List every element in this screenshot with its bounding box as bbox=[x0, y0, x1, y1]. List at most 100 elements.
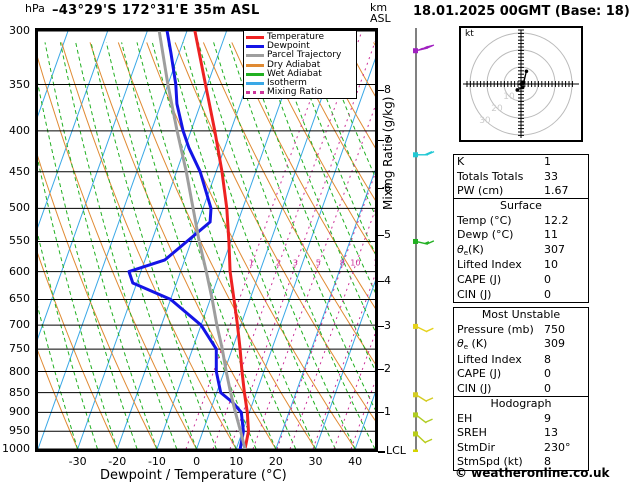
temperature-tick--10: -10 bbox=[147, 455, 166, 468]
surface-key-5: CIN (J) bbox=[457, 287, 492, 301]
wind-barb-430 bbox=[413, 150, 435, 158]
svg-text:15: 15 bbox=[373, 259, 375, 268]
indices-key-1: Totals Totals bbox=[457, 169, 524, 183]
km-tick-4: 4 bbox=[384, 273, 391, 287]
pressure-tick-800: 800 bbox=[9, 364, 30, 378]
km-tickmark-8 bbox=[378, 90, 384, 92]
legend-item-wet-adiabat: Wet Adiabat bbox=[246, 68, 354, 79]
svg-text:3: 3 bbox=[293, 259, 298, 268]
legend-swatch-3 bbox=[246, 63, 264, 67]
hodograph-stats-heading: Hodograph bbox=[490, 397, 552, 410]
hodograph-stats-key-1: SREH bbox=[457, 426, 487, 440]
indices-value-1: 33 bbox=[544, 169, 558, 183]
station-title: –43°29'S 172°31'E 35m ASL bbox=[52, 3, 260, 18]
datetime-header: 18.01.2025 00GMT (Base: 18) bbox=[413, 4, 629, 19]
pressure-tick-700: 700 bbox=[9, 318, 30, 332]
pressure-tick-350: 350 bbox=[9, 77, 30, 91]
surface-key-1: Dewp (°C) bbox=[457, 228, 514, 242]
indices-panel: K 1 Totals Totals 33 PW (cm) 1.67 bbox=[453, 154, 589, 200]
surface-key-4: CAPE (J) bbox=[457, 272, 502, 286]
pressure-tick-900: 900 bbox=[9, 405, 30, 419]
hodograph-stats-row: StmSpd (kt) 8 bbox=[454, 455, 588, 470]
legend-item-isotherm: Isotherm bbox=[246, 79, 354, 88]
most-unstable-value-0: 750 bbox=[544, 322, 565, 336]
legend-swatch-0 bbox=[246, 36, 264, 40]
surface-value-0: 12.2 bbox=[544, 213, 569, 227]
surface-heading: Surface bbox=[500, 199, 542, 212]
svg-text:8: 8 bbox=[340, 259, 345, 268]
temperature-tick--30: -30 bbox=[68, 455, 87, 468]
surface-value-1: 11 bbox=[544, 228, 558, 242]
km-tick-6: 6 bbox=[384, 181, 391, 195]
surface-key-3: Lifted Index bbox=[457, 258, 522, 272]
km-tickmark-5 bbox=[378, 235, 384, 237]
wind-barb-1000 bbox=[413, 449, 418, 452]
km-tick-1: 1 bbox=[384, 405, 391, 419]
wind-barb-950 bbox=[413, 431, 433, 444]
temperature-tick-0: 0 bbox=[193, 455, 201, 468]
km-tickmark-3 bbox=[378, 325, 384, 327]
most-unstable-value-1: 309 bbox=[544, 337, 565, 351]
temperature-tick-10: 10 bbox=[229, 455, 244, 468]
pressure-tick-300: 300 bbox=[9, 24, 30, 37]
most-unstable-value-3: 0 bbox=[544, 367, 551, 381]
height-unit-line2: ASL bbox=[370, 12, 391, 25]
hodograph-stats-panel: Hodograph EH 9 SREH 13 StmDir 230° StmSpd (kt) 8 bbox=[453, 396, 589, 471]
legend-item-mixing-ratio: Mixing Ratio bbox=[246, 88, 354, 97]
legend-label-6: Mixing Ratio bbox=[267, 87, 323, 98]
most-unstable-key-1: θe (K) bbox=[457, 337, 488, 352]
km-tickmark-2 bbox=[378, 369, 384, 371]
legend: Temperature Dewpoint Parcel Trajectory Dry … bbox=[243, 30, 357, 100]
most-unstable-key-0: Pressure (mb) bbox=[457, 322, 534, 336]
legend-swatch-2 bbox=[246, 54, 264, 58]
hodograph-stats-key-2: StmDir bbox=[457, 440, 496, 454]
hodograph-stats-row: StmDir 230° bbox=[454, 441, 588, 456]
svg-text:10: 10 bbox=[503, 92, 515, 102]
km-tick-2: 2 bbox=[384, 362, 391, 376]
surface-value-2: 307 bbox=[544, 242, 565, 256]
wind-barb-320 bbox=[413, 44, 435, 54]
svg-text:5: 5 bbox=[316, 259, 321, 268]
svg-text:1: 1 bbox=[249, 259, 254, 268]
surface-value-5: 0 bbox=[544, 287, 551, 301]
wind-barb-900 bbox=[413, 412, 433, 424]
hodograph-plot[interactable]: kt 10 20 30 bbox=[459, 26, 583, 142]
legend-label-1: Dewpoint bbox=[267, 41, 310, 52]
km-tickmark-1 bbox=[378, 412, 384, 414]
surface-row: Dewp (°C) 11 bbox=[454, 228, 588, 243]
surface-panel: Surface Temp (°C) 12.2 Dewp (°C) 11 θe(K) 307 L… bbox=[453, 198, 589, 304]
surface-row: Temp (°C) 12.2 bbox=[454, 214, 588, 229]
legend-label-2: Parcel Trajectory bbox=[267, 50, 342, 61]
wind-barb-700 bbox=[413, 323, 434, 333]
surface-value-4: 0 bbox=[544, 272, 551, 286]
skewt-canvas: 1235810152025 bbox=[38, 31, 375, 449]
legend-item-parcel-trajectory: Parcel Trajectory bbox=[246, 51, 354, 60]
legend-label-4: Wet Adiabat bbox=[267, 68, 322, 79]
legend-swatch-6 bbox=[246, 91, 264, 95]
indices-value-2: 1.67 bbox=[544, 184, 569, 198]
indices-value-0: 1 bbox=[544, 155, 551, 168]
pressure-tick-400: 400 bbox=[9, 123, 30, 137]
temperature-tick-40: 40 bbox=[348, 455, 363, 468]
temperature-tick-30: 30 bbox=[308, 455, 323, 468]
most-unstable-value-4: 0 bbox=[544, 381, 551, 395]
lcl-label: LCL bbox=[386, 444, 406, 457]
hodograph-stats-value-3: 8 bbox=[544, 455, 551, 469]
copyright-notice: © weatheronline.co.uk bbox=[455, 466, 610, 480]
svg-text:20: 20 bbox=[491, 104, 503, 114]
pressure-tick-550: 550 bbox=[9, 234, 30, 248]
most-unstable-row: Pressure (mb) 750 bbox=[454, 323, 588, 338]
km-tick-5: 5 bbox=[384, 228, 391, 242]
legend-item-dry-adiabat: Dry Adiabat bbox=[246, 60, 354, 70]
surface-key-2: θe(K) bbox=[457, 242, 484, 257]
km-tick-8: 8 bbox=[384, 83, 391, 97]
indices-key-0: K bbox=[457, 155, 465, 168]
wind-barb-850 bbox=[413, 392, 434, 403]
indices-key-2: PW (cm) bbox=[457, 184, 504, 198]
temperature-tick-20: 20 bbox=[268, 455, 283, 468]
most-unstable-key-2: Lifted Index bbox=[457, 352, 522, 366]
most-unstable-key-3: CAPE (J) bbox=[457, 367, 502, 381]
surface-row: CIN (J) 0 bbox=[454, 288, 588, 303]
legend-swatch-4 bbox=[246, 72, 264, 76]
